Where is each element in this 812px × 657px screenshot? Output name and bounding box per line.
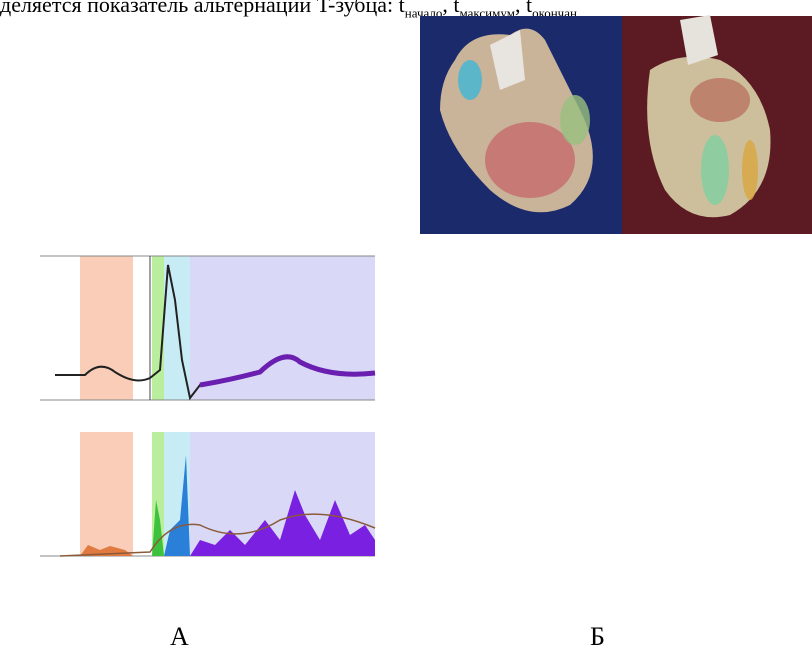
region [80, 432, 133, 556]
ecg-panel-bottom [40, 432, 375, 556]
heart-region [485, 122, 575, 198]
heart-region [690, 78, 750, 122]
region [190, 256, 375, 400]
figure-label: А [170, 622, 189, 652]
heart-region [560, 95, 590, 145]
figures [0, 0, 812, 657]
heart-region [458, 60, 482, 100]
ecg-panel-top [40, 256, 375, 400]
page: деляется показатель альтернации T-зубца:… [0, 0, 812, 657]
heart-region [742, 140, 758, 200]
figure-label: Б [590, 622, 605, 652]
heart-region [701, 135, 729, 205]
heart-images [420, 15, 812, 234]
